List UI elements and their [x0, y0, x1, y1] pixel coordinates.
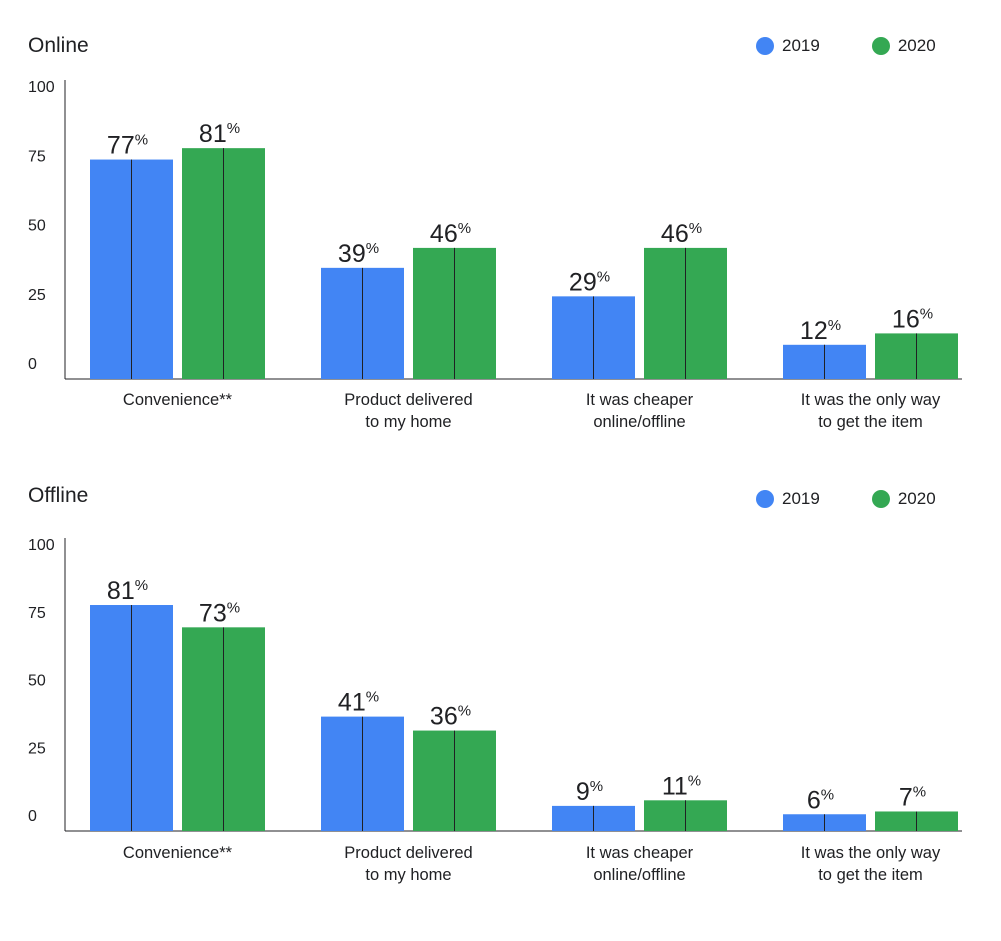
category-label: Product delivered: [344, 844, 472, 862]
legend-label-2020: 2020: [897, 36, 936, 55]
data-label: 77%: [107, 132, 148, 160]
category-label: online/offline: [593, 866, 685, 884]
category-label: to my home: [365, 413, 451, 431]
data-label: 39%: [338, 240, 379, 268]
legend-item-2019: 2019: [756, 489, 820, 509]
online-chart-panel: Online 2019 2020 0 25 50 75 100 77% 39% 29% 12% 8…: [0, 0, 1001, 470]
category-label: It was cheaper: [586, 391, 694, 409]
data-label: 7%: [899, 783, 926, 811]
category-label: It was the only way: [801, 844, 941, 862]
data-label: 16%: [892, 305, 933, 333]
legend-swatch-2019: [756, 490, 774, 508]
category-label: to my home: [365, 866, 451, 884]
category-label: online/offline: [593, 413, 685, 431]
chart-title: Online: [28, 34, 89, 57]
legend-item-2019: 2019: [756, 36, 820, 56]
y-tick-label: 25: [28, 740, 46, 757]
y-tick-label: 0: [28, 808, 37, 825]
data-label: 11%: [662, 772, 701, 800]
legend-swatch-2019: [756, 37, 774, 55]
y-tick-label: 0: [28, 356, 37, 373]
data-label: 73%: [199, 599, 240, 627]
category-label: Product delivered: [344, 391, 472, 409]
chart-title: Offline: [28, 484, 89, 507]
legend: 2019 2020: [726, 489, 936, 509]
online-bar-chart: 0 25 50 75 100 77% 39% 29% 12% 81% 46% 46% 16% Conven…: [28, 79, 962, 431]
legend-swatch-2020: [871, 37, 890, 55]
y-tick-label: 25: [28, 287, 46, 304]
data-label: 81%: [107, 577, 148, 605]
legend-label-2020: 2020: [897, 489, 936, 508]
y-tick-label: 75: [28, 605, 46, 622]
legend-label-2019: 2019: [782, 36, 820, 55]
category-label: Convenience**: [123, 391, 233, 409]
y-tick-label: 100: [28, 537, 55, 554]
y-tick-label: 50: [28, 673, 46, 690]
y-tick-label: 75: [28, 148, 46, 165]
category-label: to get the item: [818, 413, 923, 431]
data-label: 12%: [800, 317, 841, 345]
data-label: 46%: [430, 220, 471, 248]
offline-bar-chart: 0 25 50 75 100 81% 41% 9% 6% 73% 36% 11% 7% Convenien…: [28, 537, 962, 884]
data-label: 46%: [661, 220, 702, 248]
legend: 2019 2020: [726, 36, 936, 56]
legend-item-2020: 2020: [871, 36, 936, 56]
data-label: 36%: [430, 703, 471, 731]
category-label: Convenience**: [123, 844, 233, 862]
data-label: 6%: [807, 786, 834, 814]
category-label: It was cheaper: [586, 844, 694, 862]
offline-chart-panel: Offline 2019 2020 0 25 50 75 100 81% 41% 9% 6% 73…: [0, 453, 1001, 923]
data-label: 29%: [569, 268, 610, 296]
legend-item-2020: 2020: [871, 489, 936, 509]
data-label: 9%: [576, 778, 603, 806]
category-label: to get the item: [818, 866, 923, 884]
y-tick-label: 100: [28, 79, 55, 96]
data-label: 41%: [338, 689, 379, 717]
data-label: 81%: [199, 120, 240, 148]
y-tick-label: 50: [28, 218, 46, 235]
legend-label-2019: 2019: [782, 489, 820, 508]
legend-swatch-2020: [871, 490, 890, 508]
category-label: It was the only way: [801, 391, 941, 409]
